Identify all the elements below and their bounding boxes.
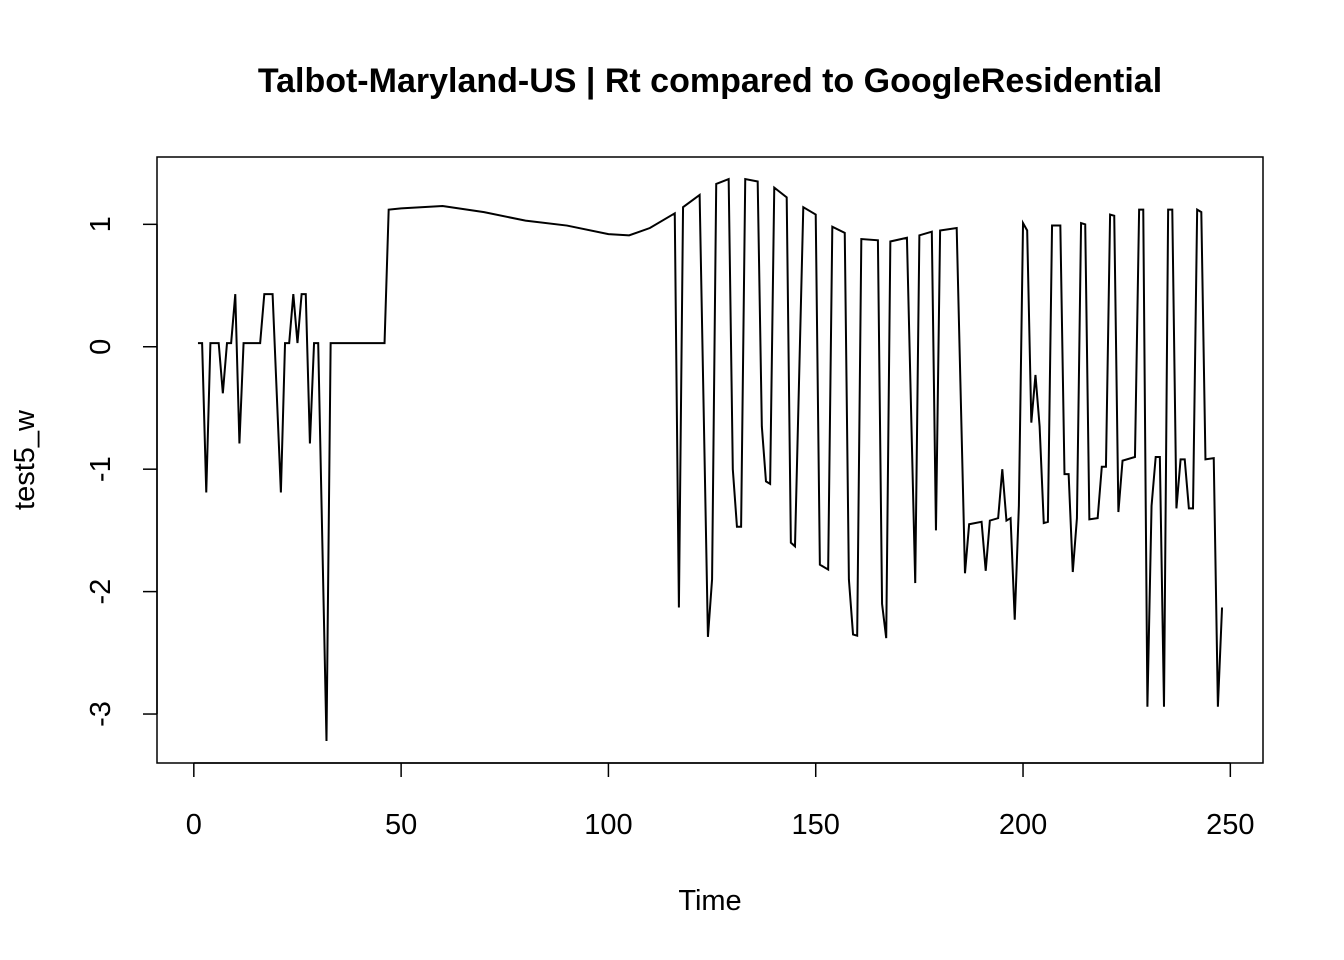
- y-tick-label: -2: [85, 579, 117, 605]
- plot-frame: [156, 156, 1264, 764]
- y-tick-label: -1: [85, 456, 117, 482]
- x-axis-label: Time: [678, 885, 741, 917]
- y-axis-label: test5_w: [9, 409, 41, 510]
- x-tick-label: 200: [999, 809, 1047, 841]
- x-tick-label: 50: [385, 809, 417, 841]
- x-tick-label: 250: [1206, 809, 1254, 841]
- series-line: [197, 177, 1224, 741]
- x-tick-label: 100: [584, 809, 632, 841]
- y-tick-label: 0: [85, 339, 117, 355]
- x-tick-label: 0: [186, 809, 202, 841]
- y-tick-label: 1: [85, 216, 117, 232]
- x-tick-label: 150: [792, 809, 840, 841]
- chart-title: Talbot-Maryland-US | Rt compared to Goog…: [258, 62, 1162, 100]
- y-tick-label: -3: [85, 701, 117, 727]
